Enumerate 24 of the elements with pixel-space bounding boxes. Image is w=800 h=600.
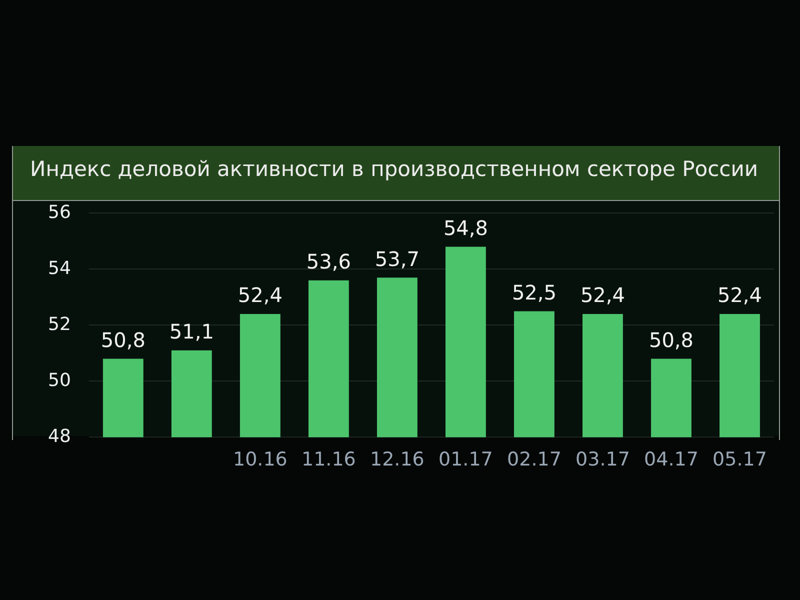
x-tick-label: 01.17: [438, 448, 493, 471]
x-tick-label: 03.17: [576, 448, 630, 471]
chart-title: Индекс деловой активности в производственном секторе России: [30, 157, 758, 182]
data-label: 50,8: [648, 328, 694, 352]
data-label: 52,4: [580, 283, 625, 308]
y-tick-label: 48: [48, 426, 71, 447]
x-tick-label: 12.16: [370, 448, 424, 471]
data-label: 54,8: [443, 216, 488, 240]
x-tick-label: 04.17: [644, 448, 698, 471]
x-tick-label: 10.16: [232, 448, 288, 471]
data-label: 52,5: [512, 280, 556, 304]
x-tick-label: 02.17: [507, 448, 562, 471]
y-tick-label: 54: [48, 258, 71, 279]
y-tick-label: 50: [48, 370, 71, 391]
y-tick-label: 52: [48, 314, 71, 335]
data-label: 53,6: [306, 250, 351, 274]
data-label: 52,4: [717, 283, 762, 308]
data-label: 51,1: [169, 320, 214, 344]
y-tick-label: 56: [48, 202, 71, 223]
data-label: 50,8: [100, 328, 146, 352]
x-tick-label: 05.17: [712, 448, 767, 471]
x-tick-label: 11.16: [301, 448, 356, 471]
data-label: 53,7: [374, 246, 420, 271]
data-label: 52,4: [238, 283, 282, 308]
